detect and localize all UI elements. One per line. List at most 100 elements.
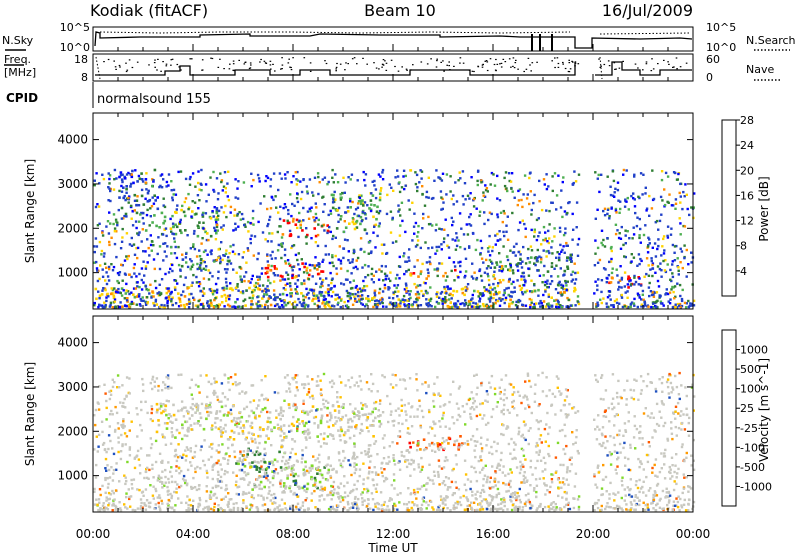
nave-point bbox=[485, 60, 488, 62]
heatmap-cell bbox=[491, 288, 494, 291]
heatmap-cell bbox=[441, 441, 444, 445]
heatmap-cell bbox=[283, 203, 287, 206]
heatmap-cell bbox=[469, 412, 472, 416]
nave-point bbox=[482, 63, 484, 65]
heatmap-cell bbox=[463, 459, 467, 462]
heatmap-cell bbox=[101, 268, 104, 271]
heatmap-cell bbox=[165, 234, 168, 238]
heatmap-cell bbox=[398, 435, 402, 438]
heatmap-cell bbox=[265, 397, 268, 400]
heatmap-cell bbox=[363, 450, 367, 453]
heatmap-cell bbox=[201, 302, 205, 306]
heatmap-cell bbox=[640, 303, 643, 306]
heatmap-cell bbox=[294, 171, 297, 174]
heatmap-cell bbox=[615, 298, 618, 301]
heatmap-cell bbox=[339, 495, 342, 498]
heatmap-cell bbox=[646, 460, 650, 464]
heatmap-cell bbox=[460, 443, 463, 447]
heatmap-cell bbox=[117, 441, 120, 444]
heatmap-cell bbox=[625, 398, 628, 401]
heatmap-cell bbox=[149, 234, 152, 237]
heatmap-cell bbox=[480, 279, 484, 282]
heatmap-cell bbox=[94, 476, 98, 479]
heatmap-cell bbox=[535, 490, 538, 494]
heatmap-cell bbox=[477, 169, 480, 172]
heatmap-cell bbox=[488, 451, 491, 454]
heatmap-cell bbox=[114, 218, 118, 221]
heatmap-cell bbox=[417, 292, 421, 296]
heatmap-cell bbox=[608, 505, 611, 509]
heatmap-cell bbox=[464, 423, 467, 426]
heatmap-cell bbox=[104, 476, 107, 480]
heatmap-cell bbox=[311, 191, 314, 194]
heatmap-cell bbox=[372, 424, 375, 427]
heatmap-cell bbox=[464, 301, 468, 305]
heatmap-cell bbox=[220, 433, 223, 436]
heatmap-cell bbox=[325, 300, 329, 304]
heatmap-cell bbox=[301, 449, 304, 452]
heatmap-cell bbox=[135, 303, 138, 306]
heatmap-cell bbox=[217, 303, 221, 306]
heatmap-cell bbox=[566, 256, 569, 259]
heatmap-cell bbox=[515, 263, 519, 266]
heatmap-cell bbox=[115, 411, 119, 415]
nave-point bbox=[353, 57, 356, 59]
heatmap-cell bbox=[299, 506, 302, 510]
heatmap-cell bbox=[637, 253, 641, 256]
heatmap-cell bbox=[351, 303, 355, 306]
nave-point bbox=[160, 70, 162, 72]
heatmap-cell bbox=[359, 222, 362, 226]
heatmap-cell bbox=[222, 211, 226, 214]
heatmap-cell bbox=[274, 296, 277, 300]
heatmap-cell bbox=[637, 195, 640, 198]
heatmap-cell bbox=[618, 232, 621, 235]
heatmap-cell bbox=[293, 300, 297, 304]
heatmap-cell bbox=[500, 265, 504, 268]
heatmap-cell bbox=[301, 431, 305, 434]
heatmap-cell bbox=[402, 169, 406, 172]
heatmap-cell bbox=[125, 173, 129, 176]
heatmap-cell bbox=[221, 287, 224, 290]
heatmap-cell bbox=[324, 302, 327, 305]
heatmap-cell bbox=[103, 252, 106, 255]
heatmap-cell bbox=[159, 480, 162, 483]
heatmap-cell bbox=[329, 476, 333, 479]
heatmap-cell bbox=[336, 400, 339, 404]
heatmap-cell bbox=[96, 203, 99, 206]
heatmap-cell bbox=[363, 212, 367, 215]
heatmap-cell bbox=[277, 211, 280, 214]
heatmap-cell bbox=[516, 414, 519, 417]
heatmap-cell bbox=[104, 478, 107, 482]
heatmap-cell bbox=[405, 270, 408, 273]
heatmap-cell bbox=[153, 380, 156, 383]
heatmap-cell bbox=[379, 422, 383, 426]
heatmap-cell bbox=[308, 207, 311, 210]
heatmap-cell bbox=[190, 507, 193, 511]
heatmap-cell bbox=[188, 417, 191, 420]
heatmap-cell bbox=[144, 229, 148, 232]
heatmap-cell bbox=[292, 424, 296, 427]
heatmap-cell bbox=[614, 468, 617, 471]
heatmap-cell bbox=[630, 396, 633, 399]
heatmap-cell bbox=[609, 260, 613, 263]
heatmap-cell bbox=[421, 192, 424, 196]
heatmap-cell bbox=[241, 256, 244, 259]
heatmap-cell bbox=[521, 293, 525, 296]
heatmap-cell bbox=[478, 297, 482, 300]
heatmap-cell bbox=[322, 223, 326, 227]
heatmap-cell bbox=[296, 179, 300, 182]
heatmap-cell bbox=[547, 295, 550, 298]
heatmap-cell bbox=[627, 275, 630, 278]
heatmap-cell bbox=[610, 304, 613, 307]
heatmap-cell bbox=[553, 235, 556, 238]
heatmap-cell bbox=[187, 503, 190, 507]
heatmap-cell bbox=[250, 185, 253, 188]
heatmap-cell bbox=[359, 237, 363, 240]
heatmap-cell bbox=[666, 503, 669, 507]
heatmap-cell bbox=[527, 247, 530, 251]
heatmap-cell bbox=[666, 236, 670, 239]
heatmap-cell bbox=[195, 402, 198, 406]
heatmap-cell bbox=[659, 302, 663, 305]
heatmap-cell bbox=[555, 470, 558, 473]
heatmap-cell bbox=[648, 281, 651, 285]
